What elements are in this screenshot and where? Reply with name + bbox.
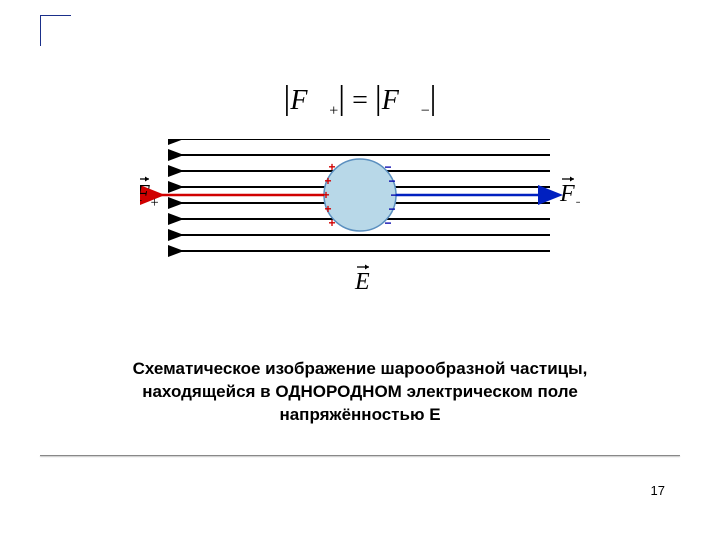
- caption-line: находящейся в ОДНОРОДНОМ электрическом п…: [142, 382, 578, 401]
- corner-frame: [40, 15, 71, 46]
- page-number: 17: [651, 483, 665, 498]
- svg-text:F−: F−: [559, 181, 580, 211]
- physics-diagram: +++++−−−−−F+F−E: [140, 139, 580, 309]
- svg-text:+: +: [328, 160, 335, 174]
- svg-text:−: −: [388, 174, 395, 188]
- svg-text:+: +: [328, 216, 335, 230]
- svg-text:+: +: [324, 202, 331, 216]
- svg-text:E: E: [354, 269, 370, 295]
- svg-text:−: −: [384, 160, 391, 174]
- caption-line: напряжённостью Е: [279, 405, 440, 424]
- caption-line: Схематическое изображение шарообразной ч…: [133, 359, 588, 378]
- svg-text:+: +: [324, 174, 331, 188]
- footer-divider: [40, 455, 680, 456]
- equation-text: |F⃗+| = |F⃗−|: [140, 80, 580, 121]
- figure-caption: Схематическое изображение шарообразной ч…: [0, 358, 720, 427]
- svg-text:−: −: [388, 202, 395, 216]
- diagram-container: |F⃗+| = |F⃗−| +++++−−−−−F+F−E: [140, 80, 580, 310]
- svg-text:F+: F+: [140, 181, 159, 211]
- svg-text:−: −: [384, 216, 391, 230]
